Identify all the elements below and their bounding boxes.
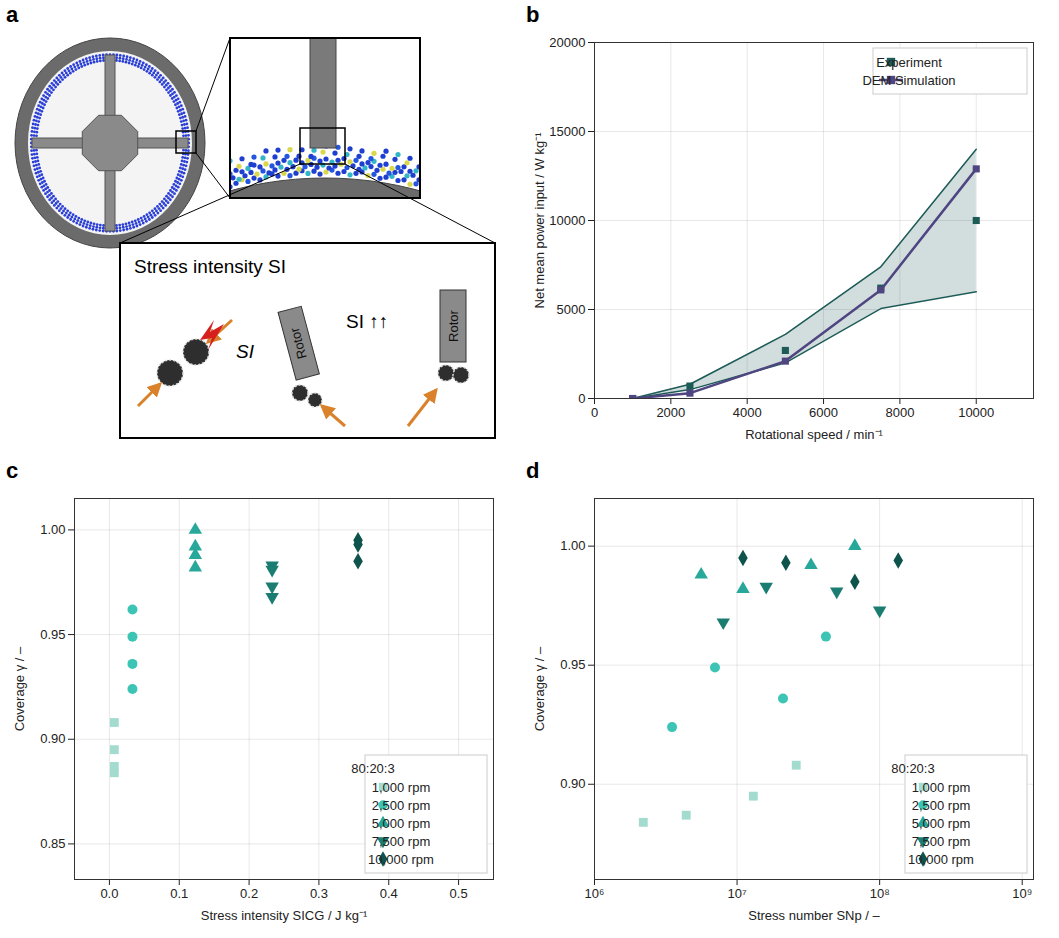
svg-text:Stress intensity SI: Stress intensity SI [134, 256, 286, 277]
svg-text:10000: 10000 [958, 405, 994, 420]
svg-text:0.90: 0.90 [40, 731, 65, 746]
svg-text:5,000 rpm: 5,000 rpm [372, 816, 431, 831]
html-text:d: d [526, 458, 540, 483]
svg-text:4000: 4000 [733, 405, 762, 420]
svg-text:Net mean power input / W kg⁻¹: Net mean power input / W kg⁻¹ [532, 132, 547, 309]
svg-text:2000: 2000 [656, 405, 685, 420]
svg-text:0.4: 0.4 [380, 886, 398, 901]
svg-text:Stress intensity SICG / J kg⁻¹: Stress intensity SICG / J kg⁻¹ [201, 908, 368, 923]
svg-text:8000: 8000 [885, 405, 914, 420]
svg-text:DEM Simulation: DEM Simulation [862, 73, 955, 88]
svg-text:1.00: 1.00 [40, 522, 65, 537]
svg-text:Coverage γ / –: Coverage γ / – [532, 646, 547, 731]
svg-text:15000: 15000 [549, 124, 585, 139]
svg-text:7,500 rpm: 7,500 rpm [372, 834, 431, 849]
svg-text:SI: SI [236, 341, 255, 362]
svg-text:7,500 rpm: 7,500 rpm [912, 834, 971, 849]
svg-text:Rotor: Rotor [287, 325, 310, 360]
svg-text:Experiment: Experiment [876, 55, 942, 70]
svg-text:5000: 5000 [557, 302, 586, 317]
svg-text:10⁸: 10⁸ [870, 886, 890, 901]
svg-text:0: 0 [578, 391, 585, 406]
svg-text:2,500 rpm: 2,500 rpm [912, 798, 971, 813]
svg-text:2,500 rpm: 2,500 rpm [372, 798, 431, 813]
html-text:c: c [6, 458, 19, 483]
svg-text:0.1: 0.1 [170, 886, 188, 901]
svg-text:0.3: 0.3 [310, 886, 328, 901]
svg-text:0.90: 0.90 [560, 776, 585, 791]
svg-text:1.00: 1.00 [560, 538, 585, 553]
svg-text:Rotor: Rotor [446, 309, 461, 341]
svg-text:0.85: 0.85 [40, 836, 65, 851]
svg-text:10000: 10000 [549, 213, 585, 228]
svg-text:0.5: 0.5 [450, 886, 468, 901]
svg-text:1,000 rpm: 1,000 rpm [912, 780, 971, 795]
svg-text:0.95: 0.95 [560, 657, 585, 672]
svg-text:0.95: 0.95 [40, 627, 65, 642]
svg-text:Coverage γ / –: Coverage γ / – [12, 646, 27, 731]
svg-text:5,000 rpm: 5,000 rpm [912, 816, 971, 831]
svg-text:1,000 rpm: 1,000 rpm [372, 780, 431, 795]
svg-text:SI ↑↑: SI ↑↑ [346, 311, 388, 332]
svg-text:80:20:3: 80:20:3 [891, 761, 934, 776]
svg-text:10⁶: 10⁶ [585, 886, 605, 901]
svg-text:10,000 rpm: 10,000 rpm [368, 852, 434, 867]
svg-text:Rotational speed / min⁻¹: Rotational speed / min⁻¹ [745, 427, 883, 442]
svg-text:0.2: 0.2 [240, 886, 258, 901]
svg-text:10,000 rpm: 10,000 rpm [908, 852, 974, 867]
svg-text:0: 0 [591, 405, 598, 420]
svg-text:10⁹: 10⁹ [1012, 886, 1032, 901]
html-text:a: a [6, 2, 19, 27]
svg-text:20000: 20000 [549, 35, 585, 50]
svg-text:80:20:3: 80:20:3 [351, 761, 394, 776]
svg-text:10⁷: 10⁷ [727, 886, 746, 901]
html-text:b: b [526, 2, 540, 27]
svg-text:6000: 6000 [809, 405, 838, 420]
svg-text:0.0: 0.0 [100, 886, 118, 901]
svg-text:Stress number SNp / –: Stress number SNp / – [748, 908, 880, 923]
